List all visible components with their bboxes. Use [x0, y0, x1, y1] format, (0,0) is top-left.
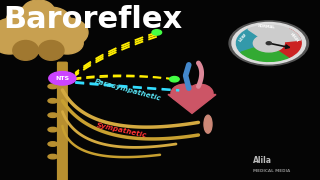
Text: NTS: NTS: [55, 76, 69, 81]
Text: MEDICAL MEDIA: MEDICAL MEDIA: [253, 169, 290, 173]
Ellipse shape: [48, 142, 58, 146]
Ellipse shape: [6, 7, 45, 32]
Text: Alila: Alila: [253, 156, 272, 165]
Ellipse shape: [48, 99, 58, 103]
Circle shape: [253, 35, 284, 52]
Ellipse shape: [51, 32, 83, 54]
Ellipse shape: [0, 32, 26, 54]
Circle shape: [152, 30, 162, 35]
Ellipse shape: [11, 19, 66, 53]
Ellipse shape: [13, 40, 38, 60]
Ellipse shape: [49, 72, 76, 85]
Circle shape: [170, 76, 179, 82]
Text: Baroreflex: Baroreflex: [3, 5, 182, 34]
FancyBboxPatch shape: [58, 62, 67, 180]
Wedge shape: [236, 29, 269, 52]
Ellipse shape: [22, 0, 54, 22]
Wedge shape: [248, 25, 301, 43]
Text: NORMAL: NORMAL: [258, 24, 276, 30]
Text: HIGH: HIGH: [289, 32, 299, 43]
Wedge shape: [241, 43, 290, 61]
Ellipse shape: [48, 154, 58, 159]
Ellipse shape: [48, 113, 58, 118]
Polygon shape: [168, 94, 216, 113]
Ellipse shape: [48, 127, 58, 132]
Ellipse shape: [46, 18, 88, 47]
Ellipse shape: [171, 84, 195, 101]
Circle shape: [229, 21, 308, 66]
Ellipse shape: [189, 84, 213, 101]
Text: LOW: LOW: [238, 33, 248, 43]
Ellipse shape: [32, 7, 70, 32]
Circle shape: [266, 42, 271, 45]
Ellipse shape: [38, 40, 64, 60]
Ellipse shape: [0, 18, 34, 47]
Text: Parasympathetic: Parasympathetic: [94, 78, 162, 102]
Circle shape: [232, 22, 306, 64]
Ellipse shape: [204, 115, 212, 133]
Text: Sympathetic: Sympathetic: [96, 122, 148, 139]
Wedge shape: [269, 29, 301, 57]
Ellipse shape: [48, 84, 58, 89]
